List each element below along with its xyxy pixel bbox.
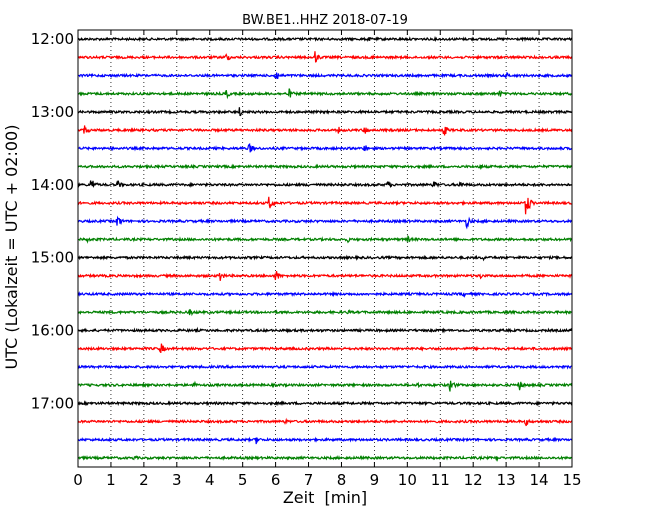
x-axis-label: Zeit [min] [283, 488, 367, 507]
trace-1745 [77, 454, 572, 462]
trace-1445 [77, 234, 572, 244]
x-tick-label: 10 [398, 471, 417, 489]
trace-1345 [77, 163, 573, 171]
vertical-grid [110, 30, 540, 467]
trace-1515 [77, 271, 573, 281]
trace-1400 [77, 180, 572, 189]
x-tick-label: 13 [497, 471, 516, 489]
x-tick-label: 11 [431, 471, 450, 489]
trace-1330 [77, 143, 572, 153]
trace-1300 [77, 107, 573, 117]
trace-1315 [77, 125, 573, 136]
x-tick-label: 6 [271, 471, 281, 489]
trace-1415 [77, 196, 572, 215]
x-tick-label: 8 [337, 471, 347, 489]
trace-1230 [77, 71, 573, 80]
trace-1545 [77, 308, 573, 317]
trace-1430 [77, 215, 573, 230]
trace-1630 [77, 364, 572, 370]
y-axis-label: UTC (Lokalzeit = UTC + 02:00) [2, 125, 21, 370]
x-tick-label: 3 [172, 471, 182, 489]
trace-1645 [77, 380, 573, 392]
x-tick-label: 5 [238, 471, 248, 489]
trace-1215 [77, 51, 573, 63]
x-tick-label: 4 [205, 471, 215, 489]
x-tick-label: 1 [106, 471, 116, 489]
y-tick-label: 13:00 [31, 103, 74, 121]
trace-1730 [77, 436, 573, 445]
trace-1700 [77, 400, 573, 407]
x-tick-label: 7 [304, 471, 314, 489]
trace-1530 [77, 290, 573, 298]
y-tick-label: 17:00 [31, 394, 74, 412]
trace-1615 [77, 343, 573, 353]
x-tick-label: 15 [562, 471, 581, 489]
x-tick-label: 14 [530, 471, 549, 489]
trace-1500 [77, 254, 573, 262]
plot-frame [77, 29, 573, 468]
chart-title: BW.BE1..HHZ 2018-07-19 [242, 13, 408, 28]
x-tick-label: 9 [370, 471, 380, 489]
y-tick-label: 14:00 [31, 176, 74, 194]
trace-1245 [77, 88, 573, 100]
x-tick-label: 2 [139, 471, 149, 489]
x-tick-label: 12 [464, 471, 483, 489]
trace-1200 [77, 35, 573, 43]
trace-1715 [77, 417, 573, 427]
x-tick-label: 0 [73, 471, 83, 489]
trace-1600 [77, 326, 573, 334]
x-axis-ticks: 0 1 2 3 4 5 6 7 8 9 10 11 12 13 14 15 [73, 30, 582, 489]
y-tick-label: 12:00 [31, 30, 74, 48]
seismogram-traces [77, 35, 573, 462]
y-axis-ticks: 12:00 13:00 14:00 15:00 16:00 17:00 [31, 30, 572, 412]
y-tick-label: 15:00 [31, 249, 74, 267]
y-tick-label: 16:00 [31, 321, 74, 339]
